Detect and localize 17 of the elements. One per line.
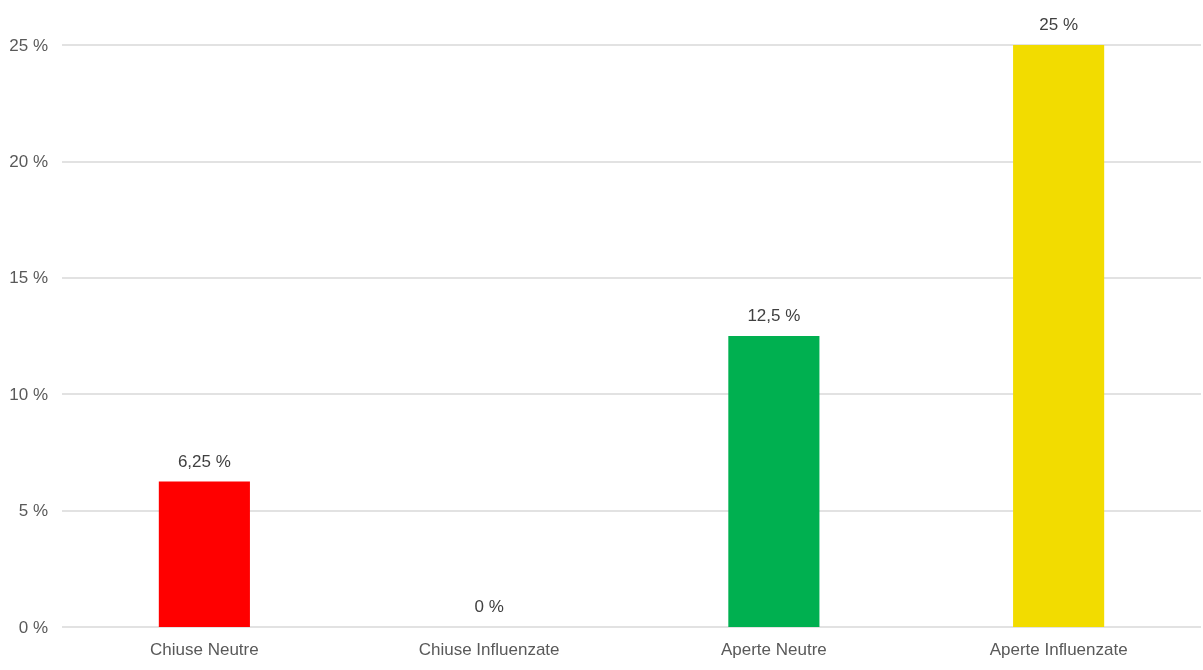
y-tick-label: 0 % [18, 617, 48, 637]
data-label: 6,25 % [177, 451, 231, 471]
y-tick-label: 5 % [18, 501, 48, 521]
x-tick-label: Aperte Influenzate [989, 640, 1128, 659]
x-tick-label: Chiuse Influenzate [418, 640, 560, 659]
x-tick-label: Chiuse Neutre [150, 640, 259, 659]
data-label: 12,5 % [747, 306, 801, 325]
bar [728, 336, 820, 627]
y-tick-label: 25 % [9, 35, 48, 55]
data-label: 25 % [1039, 15, 1078, 34]
data-label: 0 % [474, 597, 504, 616]
y-tick-label: 10 % [9, 384, 48, 404]
bar [158, 481, 250, 627]
x-tick-label: Aperte Neutre [720, 640, 827, 659]
bar [1013, 45, 1105, 627]
y-tick-label: 20 % [9, 151, 48, 171]
y-tick-label: 15 % [9, 268, 48, 288]
